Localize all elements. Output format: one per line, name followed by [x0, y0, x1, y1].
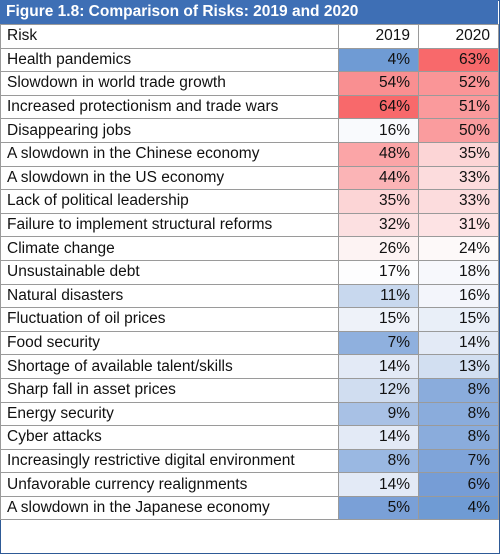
value-2019: 16% — [338, 118, 419, 143]
header-2020: 2020 — [418, 24, 499, 49]
table-row: Unsustainable debt 17% 18% — [0, 259, 499, 285]
value-2019: 48% — [338, 141, 419, 167]
value-2020: 50% — [418, 118, 499, 143]
header-row: Risk 2019 2020 — [0, 24, 499, 49]
value-2020: 6% — [418, 472, 499, 497]
value-2020: 63% — [418, 47, 499, 73]
risk-label: Increased protectionism and trade wars — [0, 94, 339, 120]
value-2019: 54% — [338, 71, 419, 96]
table-row: Fluctuation of oil prices 15% 15% — [0, 307, 499, 332]
table-row: Slowdown in world trade growth 54% 52% — [0, 71, 499, 96]
table-row: Energy security 9% 8% — [0, 401, 499, 427]
value-2020: 16% — [418, 283, 499, 309]
value-2019: 15% — [338, 307, 419, 332]
risk-label: Failure to implement structural reforms — [0, 212, 339, 238]
value-2020: 51% — [418, 94, 499, 120]
value-2020: 7% — [418, 448, 499, 474]
value-2020: 33% — [418, 165, 499, 191]
value-2019: 14% — [338, 354, 419, 379]
risk-label: A slowdown in the Chinese economy — [0, 141, 339, 167]
value-2019: 8% — [338, 448, 419, 474]
table-row: Climate change 26% 24% — [0, 236, 499, 261]
risk-table: Risk 2019 2020 Health pandemics 4% 63% Slow… — [0, 24, 499, 521]
risk-label: Climate change — [0, 236, 339, 261]
table-row: A slowdown in the Chinese economy 48% 35% — [0, 141, 499, 167]
risk-label: Sharp fall in asset prices — [0, 377, 339, 403]
value-2019: 32% — [338, 212, 419, 238]
table-body: Health pandemics 4% 63% Slowdown in world t… — [0, 47, 499, 521]
table-row: Unfavorable currency realignments 14% 6% — [0, 472, 499, 497]
value-2020: 8% — [418, 425, 499, 450]
risk-label: Fluctuation of oil prices — [0, 307, 339, 332]
value-2020: 18% — [418, 259, 499, 285]
risk-label: Natural disasters — [0, 283, 339, 309]
table-row: A slowdown in the Japanese economy 5% 4% — [0, 495, 499, 521]
table-row: Failure to implement structural reforms 3… — [0, 212, 499, 238]
risk-label: Slowdown in world trade growth — [0, 71, 339, 96]
table-row: Shortage of available talent/skills 14% 13… — [0, 354, 499, 379]
value-2020: 8% — [418, 401, 499, 427]
risk-label: Health pandemics — [0, 47, 339, 73]
value-2020: 4% — [418, 495, 499, 521]
table-row: Health pandemics 4% 63% — [0, 47, 499, 73]
value-2019: 17% — [338, 259, 419, 285]
risk-label: A slowdown in the Japanese economy — [0, 495, 339, 521]
risk-label: A slowdown in the US economy — [0, 165, 339, 191]
value-2019: 64% — [338, 94, 419, 120]
value-2020: 24% — [418, 236, 499, 261]
risk-label: Increasingly restrictive digital environ… — [0, 448, 339, 474]
value-2019: 11% — [338, 283, 419, 309]
table-row: Natural disasters 11% 16% — [0, 283, 499, 309]
value-2020: 52% — [418, 71, 499, 96]
risk-label: Cyber attacks — [0, 425, 339, 450]
value-2020: 13% — [418, 354, 499, 379]
value-2019: 44% — [338, 165, 419, 191]
table-row: Disappearing jobs 16% 50% — [0, 118, 499, 143]
header-2019: 2019 — [338, 24, 419, 49]
risk-label: Food security — [0, 330, 339, 356]
value-2019: 35% — [338, 189, 419, 214]
table-row: Increased protectionism and trade wars 64… — [0, 94, 499, 120]
value-2019: 14% — [338, 472, 419, 497]
risk-label: Energy security — [0, 401, 339, 427]
value-2019: 4% — [338, 47, 419, 73]
value-2020: 33% — [418, 189, 499, 214]
value-2019: 9% — [338, 401, 419, 427]
risk-label: Disappearing jobs — [0, 118, 339, 143]
table-row: Lack of political leadership 35% 33% — [0, 189, 499, 214]
table-row: Cyber attacks 14% 8% — [0, 425, 499, 450]
value-2020: 35% — [418, 141, 499, 167]
header-risk: Risk — [0, 24, 339, 49]
value-2019: 5% — [338, 495, 419, 521]
risk-label: Unfavorable currency realignments — [0, 472, 339, 497]
table-row: A slowdown in the US economy 44% 33% — [0, 165, 499, 191]
figure-title: Figure 1.8: Comparison of Risks: 2019 an… — [0, 0, 498, 24]
table-row: Food security 7% 14% — [0, 330, 499, 356]
value-2020: 8% — [418, 377, 499, 403]
value-2020: 31% — [418, 212, 499, 238]
value-2020: 14% — [418, 330, 499, 356]
value-2020: 15% — [418, 307, 499, 332]
risk-label: Lack of political leadership — [0, 189, 339, 214]
value-2019: 14% — [338, 425, 419, 450]
table-row: Sharp fall in asset prices 12% 8% — [0, 377, 499, 403]
risk-label: Shortage of available talent/skills — [0, 354, 339, 379]
value-2019: 26% — [338, 236, 419, 261]
value-2019: 7% — [338, 330, 419, 356]
value-2019: 12% — [338, 377, 419, 403]
risk-label: Unsustainable debt — [0, 259, 339, 285]
table-row: Increasingly restrictive digital environ… — [0, 448, 499, 474]
